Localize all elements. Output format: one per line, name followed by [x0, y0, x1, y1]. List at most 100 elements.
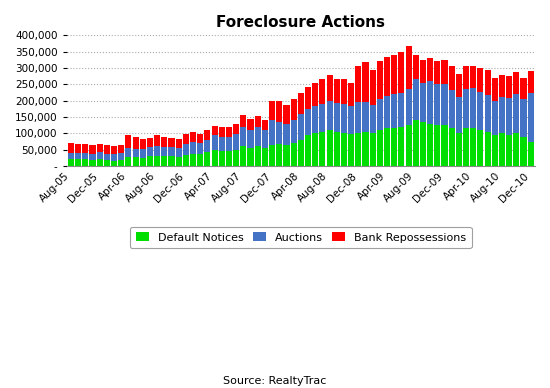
Bar	[405, 46, 411, 88]
Bar	[506, 99, 512, 135]
Bar	[133, 137, 139, 149]
Bar	[327, 130, 333, 166]
Bar	[391, 128, 397, 166]
Bar	[499, 97, 505, 133]
Bar	[427, 58, 433, 81]
Bar	[348, 134, 354, 166]
Bar	[513, 133, 519, 166]
Bar	[111, 161, 117, 166]
Bar	[175, 148, 182, 157]
Bar	[527, 93, 533, 142]
Bar	[290, 143, 296, 166]
Bar	[197, 143, 204, 154]
Bar	[384, 128, 390, 166]
Bar	[492, 135, 498, 166]
Bar	[298, 140, 304, 166]
Bar	[412, 55, 419, 80]
Bar	[427, 124, 433, 166]
Bar	[283, 124, 289, 145]
Bar	[320, 80, 326, 104]
Bar	[298, 114, 304, 140]
Bar	[305, 87, 311, 109]
Bar	[118, 145, 124, 153]
Bar	[334, 103, 340, 132]
Bar	[255, 147, 261, 166]
Bar	[434, 84, 441, 125]
Bar	[190, 154, 196, 166]
Bar	[442, 60, 448, 84]
Bar	[118, 153, 124, 160]
Bar	[82, 144, 89, 153]
Bar	[283, 145, 289, 166]
Bar	[520, 78, 526, 99]
Bar	[398, 93, 404, 127]
Bar	[205, 140, 211, 152]
Bar	[290, 120, 296, 143]
Bar	[405, 88, 411, 125]
Bar	[341, 133, 347, 166]
Bar	[219, 127, 225, 137]
Bar	[377, 61, 383, 99]
Bar	[212, 150, 218, 166]
Bar	[527, 71, 533, 93]
Bar	[262, 120, 268, 130]
Bar	[161, 137, 167, 147]
Bar	[168, 156, 174, 166]
Bar	[298, 93, 304, 114]
Bar	[477, 92, 483, 130]
Bar	[161, 156, 167, 166]
Bar	[327, 75, 333, 101]
Bar	[341, 80, 347, 104]
Bar	[154, 146, 160, 156]
Bar	[233, 150, 239, 166]
Bar	[68, 143, 74, 153]
Bar	[470, 128, 476, 166]
Bar	[520, 137, 526, 166]
Bar	[355, 133, 361, 166]
Bar	[463, 89, 469, 128]
Bar	[90, 145, 96, 154]
Bar	[434, 125, 441, 166]
Bar	[384, 57, 390, 96]
Bar	[305, 135, 311, 166]
Bar	[463, 128, 469, 166]
Bar	[197, 134, 204, 143]
Bar	[154, 135, 160, 146]
Bar	[442, 125, 448, 166]
Bar	[248, 119, 254, 130]
Bar	[269, 120, 275, 145]
Bar	[111, 154, 117, 161]
Bar	[82, 153, 89, 159]
Bar	[183, 144, 189, 155]
Bar	[398, 52, 404, 93]
Bar	[420, 60, 426, 83]
Bar	[183, 155, 189, 166]
Bar	[362, 62, 368, 102]
Bar	[420, 83, 426, 122]
Bar	[175, 139, 182, 148]
Bar	[377, 99, 383, 130]
Bar	[449, 128, 455, 166]
Bar	[75, 153, 81, 159]
Bar	[320, 132, 326, 166]
Bar	[377, 130, 383, 166]
Bar	[219, 151, 225, 166]
Bar	[269, 145, 275, 166]
Bar	[355, 66, 361, 102]
Bar	[312, 133, 318, 166]
Bar	[168, 147, 174, 156]
Bar	[470, 88, 476, 128]
Bar	[513, 94, 519, 133]
Bar	[147, 156, 153, 166]
Bar	[370, 70, 376, 105]
Bar	[312, 83, 318, 106]
Bar	[305, 109, 311, 135]
Bar	[97, 159, 103, 166]
Bar	[276, 144, 282, 166]
Bar	[470, 66, 476, 88]
Bar	[391, 94, 397, 128]
Bar	[370, 105, 376, 133]
Bar	[255, 116, 261, 127]
Bar	[111, 146, 117, 154]
Bar	[140, 149, 146, 158]
